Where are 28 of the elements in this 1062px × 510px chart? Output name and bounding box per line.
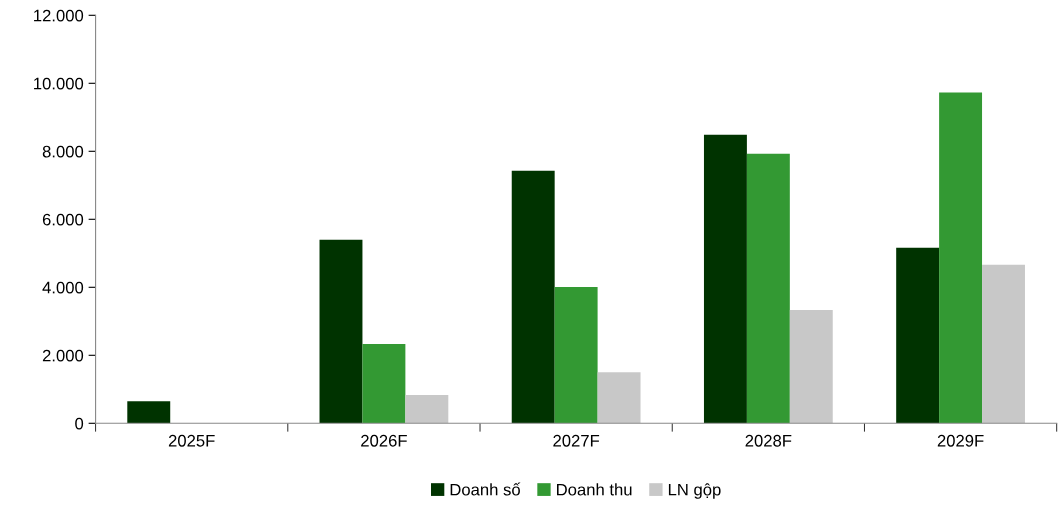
x-tick-label: 2027F [553,434,600,447]
bar [362,344,406,424]
bar [939,92,983,424]
legend-label: Doanh số [450,482,521,496]
bar [405,395,449,424]
bar [982,264,1025,424]
bar [511,170,555,424]
y-tick-label: 12.000 [34,9,84,22]
legend-label: Doanh thu [557,483,632,496]
y-tick-label: 4.000 [42,281,84,294]
bar [746,153,790,424]
y-tick-label: 0 [75,417,84,430]
y-tick-label: 6.000 [42,213,84,226]
bar [896,247,940,424]
x-tick-label: 2025F [168,434,215,447]
y-tick-label: 8.000 [42,145,84,158]
bar [789,310,833,424]
bar [597,372,641,424]
bar [554,286,598,424]
y-tick-label: 2.000 [42,349,84,362]
x-tick-label: 2029F [937,434,984,447]
x-tick-label: 2028F [745,434,792,447]
bar [703,134,747,424]
bar [319,239,363,424]
legend-label: LN gộp [668,483,721,499]
bar [127,401,171,424]
x-tick-label: 2026F [361,434,407,447]
y-tick-label: 10.000 [34,77,84,90]
